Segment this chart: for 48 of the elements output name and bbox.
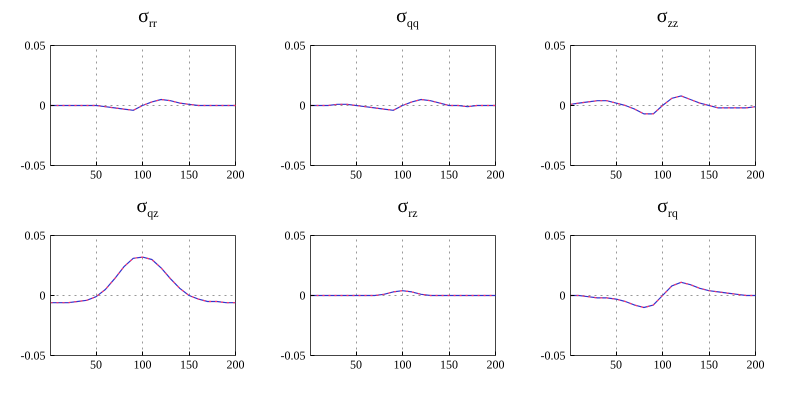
chart-title: σ$_{rq}$ (656, 195, 679, 222)
chart-title: σ$_{qz}$ (135, 195, 160, 222)
x-tick-label: 200 (746, 168, 764, 182)
y-tick-label: 0.05 (284, 228, 306, 242)
x-tick-label: 100 (394, 168, 412, 182)
x-tick-label: 200 (226, 168, 244, 182)
y-tick-label: 0 (40, 288, 46, 302)
x-tick-label: 200 (486, 358, 504, 372)
y-tick-label: 0 (300, 288, 306, 302)
x-tick-label: 100 (654, 358, 672, 372)
y-tick-label: 0.05 (544, 228, 566, 242)
y-tick-label: -0.05 (540, 158, 566, 172)
y-tick-label: 0 (300, 98, 306, 112)
chart-title: σ$_{rr}$ (137, 5, 158, 32)
x-tick-label: 200 (486, 168, 504, 182)
x-tick-label: 200 (746, 358, 764, 372)
x-tick-label: 100 (134, 358, 152, 372)
y-tick-label: -0.05 (20, 158, 46, 172)
x-tick-label: 150 (180, 168, 198, 182)
y-tick-label: -0.05 (280, 348, 306, 362)
chart-title: σ$_{qq}$ (395, 5, 420, 32)
x-tick-label: 50 (350, 358, 362, 372)
y-tick-label: 0 (560, 288, 566, 302)
y-tick-label: 0 (40, 98, 46, 112)
y-tick-label: -0.05 (540, 348, 566, 362)
x-tick-label: 150 (700, 358, 718, 372)
x-tick-label: 50 (610, 358, 622, 372)
x-tick-label: 150 (440, 358, 458, 372)
y-tick-label: 0 (560, 98, 566, 112)
x-tick-label: 150 (700, 168, 718, 182)
chart-title: σ$_{zz}$ (656, 5, 680, 32)
x-tick-label: 150 (440, 168, 458, 182)
x-tick-label: 50 (90, 168, 102, 182)
x-tick-label: 50 (610, 168, 622, 182)
y-tick-label: -0.05 (280, 158, 306, 172)
y-tick-label: 0.05 (544, 38, 566, 52)
x-tick-label: 100 (134, 168, 152, 182)
y-tick-label: -0.05 (20, 348, 46, 362)
y-tick-label: 0.05 (284, 38, 306, 52)
x-tick-label: 100 (654, 168, 672, 182)
x-tick-label: 50 (90, 358, 102, 372)
chart-title: σ$_{rz}$ (396, 195, 419, 222)
x-tick-label: 150 (180, 358, 198, 372)
x-tick-label: 200 (226, 358, 244, 372)
x-tick-label: 100 (394, 358, 412, 372)
x-tick-label: 50 (350, 168, 362, 182)
y-tick-label: 0.05 (24, 228, 46, 242)
y-tick-label: 0.05 (24, 38, 46, 52)
